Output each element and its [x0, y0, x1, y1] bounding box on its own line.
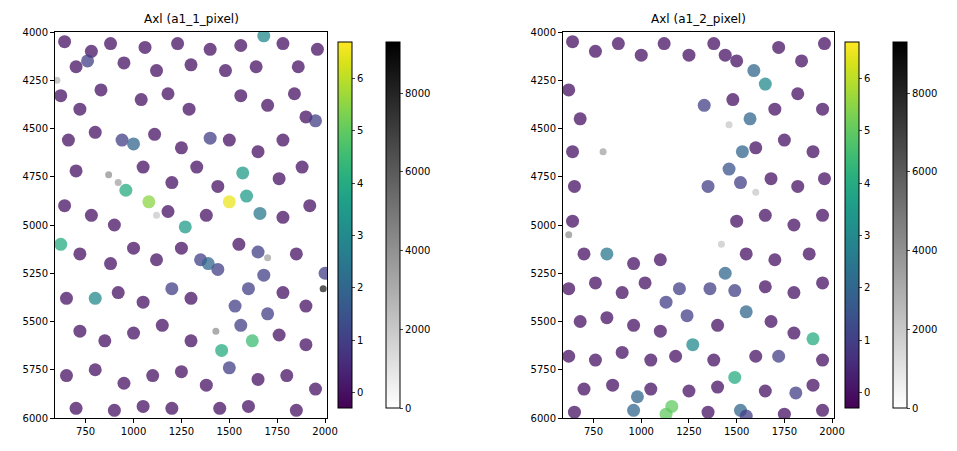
svg-text:8000: 8000 [912, 88, 937, 99]
svg-text:2: 2 [864, 282, 870, 293]
svg-text:2000: 2000 [405, 324, 430, 335]
svg-text:2000: 2000 [912, 324, 937, 335]
svg-text:1: 1 [864, 335, 870, 346]
svg-text:5500: 5500 [23, 316, 48, 327]
svg-text:6000: 6000 [531, 413, 556, 424]
svg-text:4: 4 [864, 178, 870, 189]
svg-text:4250: 4250 [23, 75, 48, 86]
svg-text:5750: 5750 [531, 364, 556, 375]
svg-text:3: 3 [864, 230, 870, 241]
svg-text:1000: 1000 [121, 426, 146, 437]
svg-text:5750: 5750 [23, 364, 48, 375]
svg-text:4000: 4000 [23, 27, 48, 38]
svg-text:4: 4 [357, 178, 363, 189]
svg-text:4500: 4500 [23, 123, 48, 134]
svg-text:4000: 4000 [912, 245, 937, 256]
svg-text:0: 0 [405, 403, 411, 414]
svg-text:5: 5 [864, 125, 870, 136]
svg-text:5250: 5250 [23, 268, 48, 279]
svg-text:4750: 4750 [23, 171, 48, 182]
svg-text:1500: 1500 [217, 426, 242, 437]
svg-text:6000: 6000 [23, 413, 48, 424]
svg-text:750: 750 [76, 426, 95, 437]
svg-text:2: 2 [357, 282, 363, 293]
svg-text:4000: 4000 [531, 27, 556, 38]
svg-text:0: 0 [912, 403, 918, 414]
svg-text:6: 6 [864, 73, 870, 84]
svg-text:1500: 1500 [724, 426, 749, 437]
svg-text:Axl (a1_1_pixel): Axl (a1_1_pixel) [144, 12, 239, 26]
svg-text:5250: 5250 [531, 268, 556, 279]
svg-text:6000: 6000 [405, 166, 430, 177]
svg-text:750: 750 [584, 426, 603, 437]
svg-text:4250: 4250 [531, 75, 556, 86]
svg-text:2000: 2000 [312, 426, 337, 437]
svg-text:8000: 8000 [405, 88, 430, 99]
svg-text:1000: 1000 [629, 426, 654, 437]
svg-text:4750: 4750 [531, 171, 556, 182]
svg-text:Axl (a1_2_pixel): Axl (a1_2_pixel) [651, 12, 746, 26]
svg-text:5000: 5000 [23, 220, 48, 231]
svg-text:3: 3 [357, 230, 363, 241]
svg-text:1750: 1750 [264, 426, 289, 437]
svg-text:5500: 5500 [531, 316, 556, 327]
svg-text:2000: 2000 [819, 426, 844, 437]
svg-text:5: 5 [357, 125, 363, 136]
svg-text:1: 1 [357, 335, 363, 346]
svg-text:4000: 4000 [405, 245, 430, 256]
svg-text:6000: 6000 [912, 166, 937, 177]
svg-text:5000: 5000 [531, 220, 556, 231]
svg-text:1250: 1250 [169, 426, 194, 437]
svg-text:0: 0 [864, 387, 870, 398]
svg-text:1750: 1750 [772, 426, 797, 437]
svg-text:4500: 4500 [531, 123, 556, 134]
svg-text:6: 6 [357, 73, 363, 84]
svg-text:0: 0 [357, 387, 363, 398]
svg-text:1250: 1250 [676, 426, 701, 437]
